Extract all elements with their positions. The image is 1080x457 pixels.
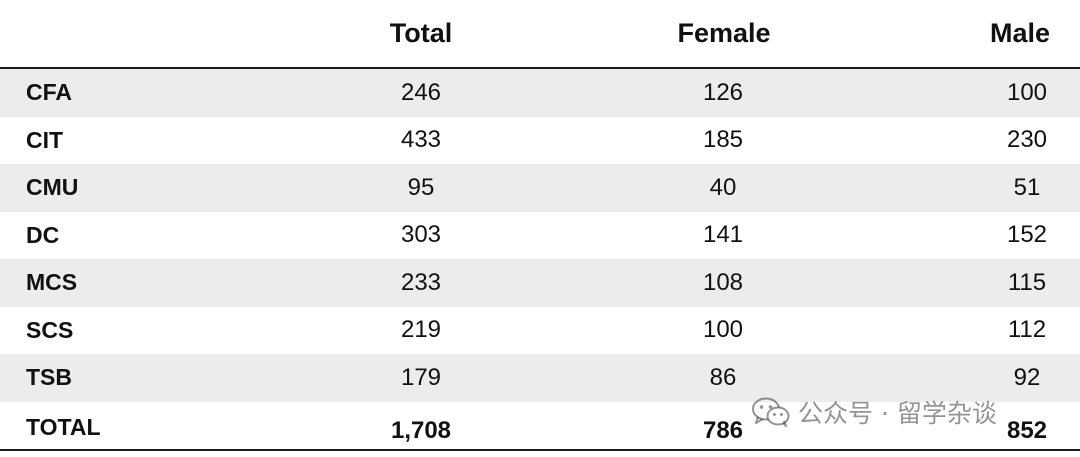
cell-male: 51: [1013, 173, 1041, 201]
row-label: DC: [26, 221, 60, 248]
grand-total: 1,708: [390, 416, 452, 444]
cell-female: 185: [702, 126, 744, 154]
cell-total: 179: [400, 363, 442, 391]
cell-female: 108: [702, 268, 744, 296]
table-row: SCS 219 100 112: [0, 307, 1080, 355]
total-label: TOTAL: [26, 413, 101, 440]
cell-total: 233: [400, 268, 442, 296]
table-row: CMU 95 40 51: [0, 164, 1080, 212]
row-label: MCS: [26, 269, 78, 296]
cell-female: 40: [709, 173, 737, 201]
row-label: CFA: [26, 79, 72, 106]
cell-male: 112: [1007, 316, 1047, 344]
header-female: Female: [677, 18, 771, 48]
header-total: Total: [389, 18, 453, 48]
table-row: MCS 233 108 115: [0, 259, 1080, 307]
table-row: CFA 246 126 100: [0, 69, 1080, 117]
row-label: CMU: [26, 174, 79, 201]
header-row: Total Female Male: [0, 0, 1080, 69]
row-label: CIT: [26, 126, 64, 153]
cell-female: 141: [702, 221, 744, 249]
cell-female: 86: [709, 363, 737, 391]
cell-male: 100: [1006, 78, 1048, 106]
male-total: 852: [1006, 416, 1048, 444]
row-label: TSB: [26, 364, 72, 391]
cell-male: 92: [1013, 363, 1041, 391]
cell-total: 219: [400, 316, 442, 344]
cell-total: 95: [407, 173, 435, 201]
cell-male: 230: [1006, 126, 1048, 154]
cell-total: 246: [400, 78, 442, 106]
cell-female: 126: [702, 78, 744, 106]
cell-male: 152: [1006, 221, 1048, 249]
cell-total: 303: [400, 221, 442, 249]
table-row: CIT 433 185 230: [0, 117, 1080, 165]
cell-total: 433: [400, 126, 442, 154]
table-row: DC 303 141 152: [0, 212, 1080, 260]
table-row: TSB 179 86 92: [0, 354, 1080, 402]
female-total: 786: [702, 416, 744, 444]
cell-female: 100: [702, 316, 744, 344]
row-label: SCS: [26, 316, 74, 343]
total-row: TOTAL 1,708 786 852: [0, 402, 1080, 451]
header-male: Male: [990, 18, 1051, 48]
cell-male: 115: [1007, 268, 1047, 296]
